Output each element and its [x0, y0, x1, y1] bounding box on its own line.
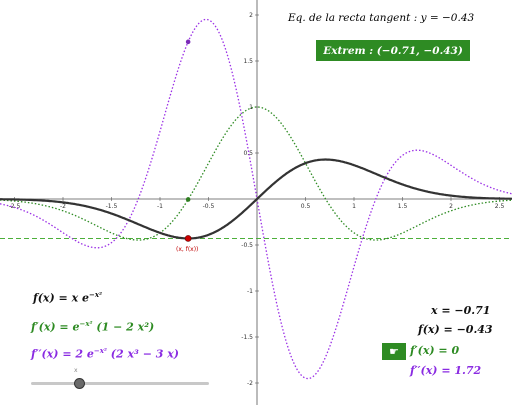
y-tick-label: -0.5 — [241, 242, 253, 249]
x-tick-label: -0.5 — [203, 203, 215, 210]
f-point — [184, 235, 192, 242]
x-tick-label: -1.5 — [106, 203, 118, 210]
point-label: (x, f(x)) — [176, 246, 199, 253]
y-tick-label: 0.5 — [243, 150, 253, 157]
f-double-prime-curve — [0, 18, 512, 380]
f-equation-exponent: −x² — [88, 290, 103, 299]
f-prime-equation: f′(x) = e−x² (1 − 2 x²) — [31, 319, 154, 334]
extrem-label: Extrem : (−0.71, −0.43) — [316, 40, 470, 61]
f-double-prime-equation-rest: (2 x³ − 3 x) — [106, 347, 179, 361]
f-equation: f(x) = x e−x² — [33, 290, 102, 305]
y-tick-label: 1.5 — [243, 58, 253, 65]
f-prime-equation-main: f′(x) = e — [31, 320, 80, 334]
x-tick-label: 2 — [449, 203, 453, 210]
x-tick-label: 1.5 — [398, 203, 408, 210]
hand-pointer-icon: ☛ — [389, 345, 399, 358]
x-slider-track[interactable] — [31, 382, 209, 385]
x-tick-label: 0.5 — [301, 203, 311, 210]
f-prime-equation-exponent: −x² — [79, 319, 93, 328]
y-tick-label: 2 — [249, 12, 253, 19]
x-slider-knob[interactable] — [74, 378, 85, 389]
f-double-prime-equation-main: f′′(x) = 2 e — [31, 347, 94, 361]
f-prime-equation-rest: (1 − 2 x²) — [92, 320, 155, 334]
f-double-prime-equation: f′′(x) = 2 e−x² (2 x³ − 3 x) — [31, 346, 179, 361]
curves — [0, 18, 512, 380]
x-tick-label: -2 — [60, 203, 66, 210]
x-tick-label: 2.5 — [495, 203, 505, 210]
f-double-prime-point — [185, 39, 191, 45]
y-tick-label: -2 — [247, 380, 253, 387]
x-tick-label: -2.5 — [9, 203, 21, 210]
points — [184, 39, 192, 242]
f-prime-curve — [0, 106, 512, 241]
x-tick-label: -1 — [157, 203, 163, 210]
f-value: f(x) = −0.43 — [418, 323, 493, 336]
y-tick-label: -1.5 — [241, 334, 253, 341]
f-double-prime-equation-exponent: −x² — [93, 346, 107, 355]
f-equation-main: f(x) = x e — [33, 291, 89, 305]
y-tick-label: -1 — [247, 288, 253, 295]
tangent-equation: Eq. de la recta tangent : y = −0.43 — [288, 12, 475, 24]
f-curve — [0, 158, 512, 240]
f-prime-point — [185, 197, 191, 202]
x-tick-label: 1 — [352, 203, 356, 210]
x-value: x = −0.71 — [431, 304, 491, 317]
f-double-prime-value: f′′(x) = 1.72 — [410, 364, 482, 377]
f-prime-value: f′(x) = 0 — [410, 344, 460, 357]
slider-label: x — [74, 367, 78, 374]
hand-pointer-button[interactable]: ☛ — [382, 343, 406, 360]
